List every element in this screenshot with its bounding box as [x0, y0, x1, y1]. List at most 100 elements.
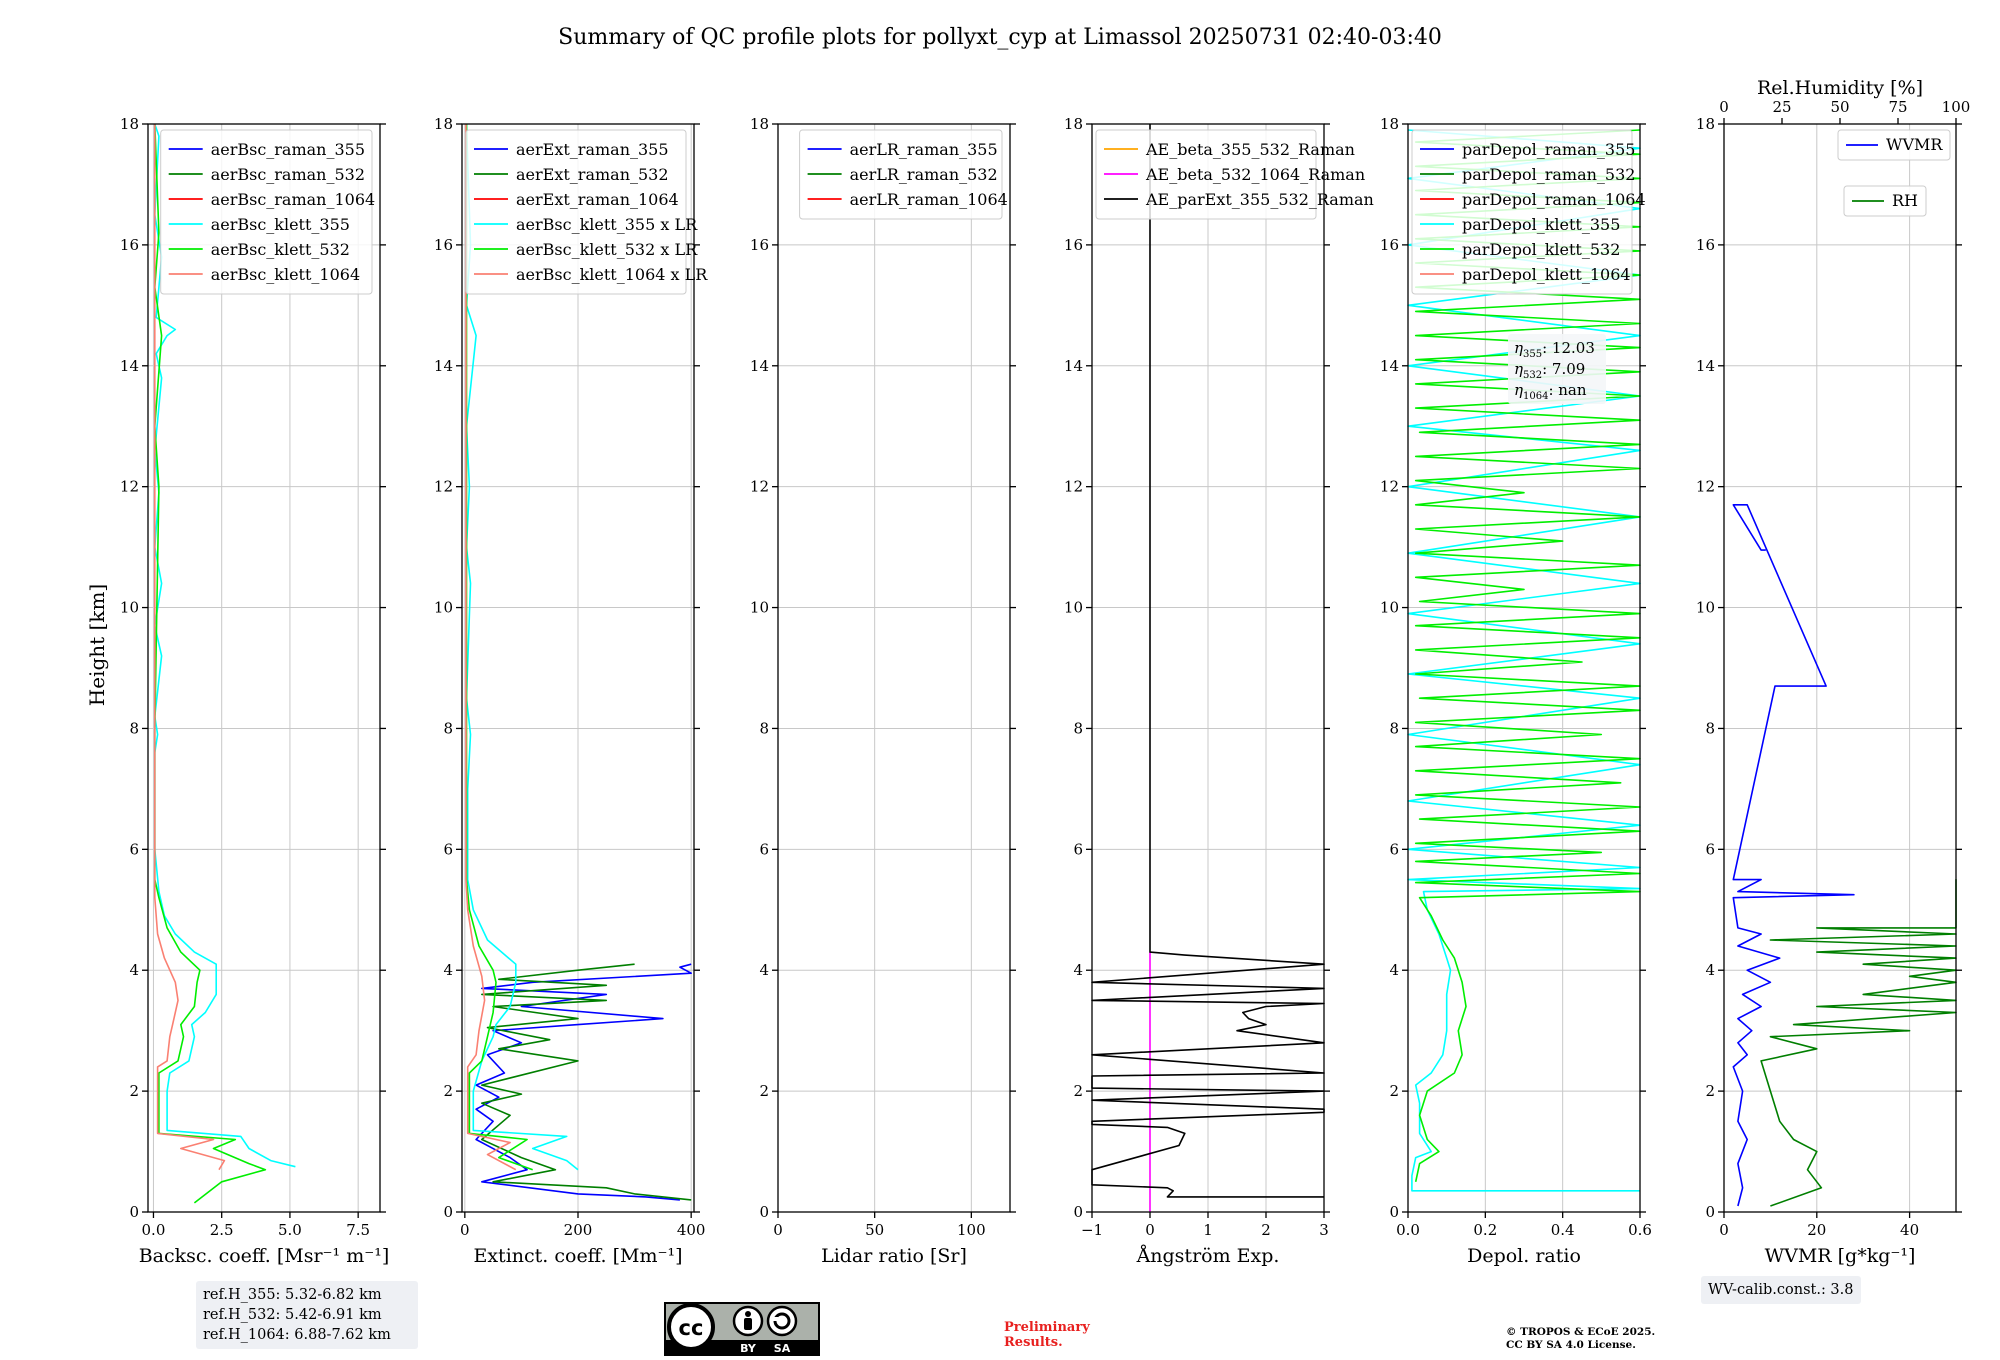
legend-label-aerLR_raman_1064: aerLR_raman_1064 [850, 190, 1008, 209]
y-tick-label: 8 [759, 719, 769, 737]
y-tick-label: 2 [443, 1082, 453, 1100]
x-tick-label: 0 [1719, 1221, 1729, 1239]
y-tick-label: 6 [1389, 840, 1399, 858]
legend-label-aerBsc_klett_532 x LR: aerBsc_klett_532 x LR [516, 240, 698, 259]
y-tick-label: 18 [434, 115, 453, 133]
legend-box [465, 129, 687, 295]
svg-text:cc: cc [679, 1316, 704, 1340]
y-tick-label: 2 [129, 1082, 139, 1100]
top-x-tick-label: 100 [1942, 98, 1971, 116]
series-line-WVMR [1732, 504, 1855, 1207]
x-tick-label: 0.0 [1396, 1221, 1420, 1239]
y-tick-label: 0 [1073, 1203, 1083, 1221]
y-tick-label: 2 [1705, 1082, 1715, 1100]
y-tick-label: 4 [1705, 961, 1715, 979]
y-tick-label: 16 [1380, 236, 1399, 254]
cc-license-badge: cc BY SA [664, 1302, 820, 1356]
y-tick-label: 16 [120, 236, 139, 254]
y-tick-label: 10 [750, 599, 769, 617]
legend-label-aerLR_raman_532: aerLR_raman_532 [850, 165, 998, 184]
y-tick-label: 4 [1389, 961, 1399, 979]
cc-sa-label: SA [774, 1342, 791, 1355]
panel-1: 0 2 4 6 8 10 12 14 16 18 0.0 2.5 5.0 7.5 Backsc. coeff… [120, 115, 389, 1267]
legend-label-WVMR: WVMR [1886, 135, 1943, 154]
copyright-note: © TROPOS & ECoE 2025. CC BY SA 4.0 Licen… [1506, 1326, 1655, 1352]
y-tick-label: 0 [129, 1203, 139, 1221]
y-tick-label: 0 [443, 1203, 453, 1221]
x-axis-label: Ångström Exp. [1136, 1245, 1280, 1267]
top-x-axis-label: Rel.Humidity [%] [1757, 77, 1923, 99]
x-tick-label: 1 [1203, 1221, 1213, 1239]
y-tick-label: 4 [129, 961, 139, 979]
x-tick-label: 0.0 [142, 1221, 166, 1239]
y-tick-label: 6 [129, 840, 139, 858]
legend-label-aerExt_raman_532: aerExt_raman_532 [516, 165, 669, 184]
legend-label-parDepol_klett_355: parDepol_klett_355 [1462, 215, 1620, 234]
y-tick-label: 12 [1064, 478, 1083, 496]
x-tick-label: 0.2 [1473, 1221, 1497, 1239]
ref-height-532: ref.H_532: 5.42-6.91 km [203, 1307, 382, 1323]
axes-frame [1407, 123, 1641, 1213]
x-axis-label: Backsc. coeff. [Msr⁻¹ m⁻¹] [139, 1245, 390, 1267]
y-tick-label: 18 [1064, 115, 1083, 133]
eta-annotation-355: η355: 12.03 [1514, 339, 1595, 360]
top-x-tick-label: 0 [1719, 98, 1729, 116]
y-tick-label: 2 [1389, 1082, 1399, 1100]
preliminary-line-2: Results. [1004, 1335, 1063, 1350]
cc-icon: cc [667, 1303, 715, 1351]
y-tick-label: 8 [1073, 719, 1083, 737]
top-x-tick-label: 25 [1772, 98, 1791, 116]
legend-label-aerBsc_raman_355: aerBsc_raman_355 [211, 140, 365, 159]
copyright-line-2: CC BY SA 4.0 License. [1506, 1339, 1636, 1351]
legend-label-parDepol_raman_1064: parDepol_raman_1064 [1462, 190, 1646, 209]
x-tick-label: 3 [1319, 1221, 1329, 1239]
wv-calib-box: WV-calib.const.: 3.8 [1701, 1276, 1861, 1304]
preliminary-line-1: Preliminary [1004, 1320, 1090, 1335]
legend-label-aerBsc_klett_355: aerBsc_klett_355 [211, 215, 350, 234]
y-tick-label: 14 [1696, 357, 1715, 375]
y-tick-label: 14 [1380, 357, 1399, 375]
y-tick-label: 16 [434, 236, 453, 254]
ref-height-box: ref.H_355: 5.32-6.82 km ref.H_532: 5.42-… [196, 1281, 418, 1349]
ref-height-355: ref.H_355: 5.32-6.82 km [203, 1287, 382, 1303]
y-tick-label: 6 [1073, 840, 1083, 858]
x-tick-label: 400 [677, 1221, 706, 1239]
axes-frame [147, 123, 381, 1213]
series-line-aerBsc_klett_532 x LR [465, 124, 533, 1171]
y-tick-label: 10 [1064, 599, 1083, 617]
x-tick-label: 0.4 [1551, 1221, 1575, 1239]
x-axis-label: Depol. ratio [1467, 1245, 1581, 1267]
y-tick-label: 8 [1389, 719, 1399, 737]
y-tick-label: 8 [443, 719, 453, 737]
x-axis-label: WVMR [g*kg⁻¹] [1765, 1245, 1916, 1267]
panel-2: 0 2 4 6 8 10 12 14 16 18 0 200 400 Extinct. coeff. [M… [434, 115, 708, 1267]
x-tick-label: 0 [460, 1221, 470, 1239]
y-tick-label: 0 [759, 1203, 769, 1221]
x-tick-label: 5.0 [278, 1221, 302, 1239]
y-tick-label: 14 [120, 357, 139, 375]
legend-label-aerBsc_klett_1064: aerBsc_klett_1064 [211, 265, 360, 284]
legend-box [1095, 129, 1317, 220]
y-tick-label: 6 [443, 840, 453, 858]
eta-annotation-box [1508, 334, 1606, 404]
y-tick-label: 10 [434, 599, 453, 617]
x-axis-label: Extinct. coeff. [Mm⁻¹] [473, 1245, 682, 1267]
y-tick-label: 6 [759, 840, 769, 858]
y-tick-label: 8 [1705, 719, 1715, 737]
y-tick-label: 2 [1073, 1082, 1083, 1100]
x-tick-label: 50 [865, 1221, 884, 1239]
y-tick-label: 16 [1064, 236, 1083, 254]
legend-label-AE_beta_355_532_Raman: AE_beta_355_532_Raman [1145, 140, 1355, 159]
y-tick-label: 10 [120, 599, 139, 617]
y-axis-label: Height [km] [85, 584, 109, 706]
legend-label-AE_beta_532_1064_Raman: AE_beta_532_1064_Raman [1145, 165, 1365, 184]
x-tick-label: 200 [564, 1221, 593, 1239]
legend-label-aerBsc_raman_1064: aerBsc_raman_1064 [211, 190, 376, 209]
legend-label-aerBsc_klett_1064 x LR: aerBsc_klett_1064 x LR [516, 265, 708, 284]
eta-annotation-1064: η1064: nan [1514, 381, 1587, 402]
legend-box [1837, 129, 1951, 161]
y-tick-label: 10 [1696, 599, 1715, 617]
y-tick-label: 16 [1696, 236, 1715, 254]
top-x-tick-label: 50 [1830, 98, 1849, 116]
